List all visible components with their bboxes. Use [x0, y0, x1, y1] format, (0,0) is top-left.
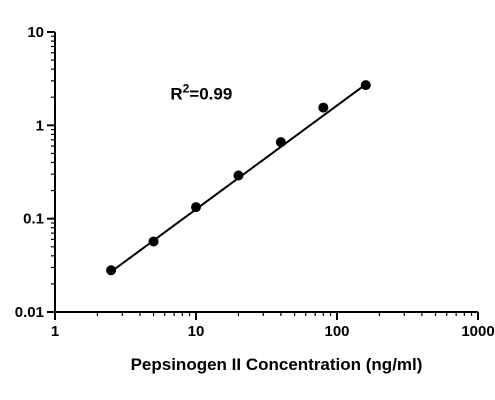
r-squared-annotation: R2=0.99	[170, 81, 232, 103]
x-tick-label: 100	[324, 323, 349, 340]
r-squared-value: =0.99	[189, 84, 232, 103]
x-tick-label: 1000	[461, 323, 494, 340]
r-squared-r: R	[170, 84, 182, 103]
data-point	[233, 170, 244, 181]
data-point	[191, 202, 201, 213]
data-point	[275, 137, 286, 148]
x-tick-label: 1	[51, 323, 59, 340]
data-point	[106, 265, 117, 276]
y-tick-label: 10	[27, 24, 44, 41]
y-tick-label: 1	[36, 117, 44, 134]
y-tick-label: 0.1	[23, 211, 44, 228]
r-squared-superscript: 2	[183, 81, 190, 95]
data-point	[148, 236, 159, 247]
x-axis-title: Pepsinogen II Concentration (ng/ml)	[131, 355, 423, 374]
plot-area: 1 10 100 1000 0.01 0.1 1 10	[15, 24, 495, 340]
y-tick-label: 0.01	[15, 304, 44, 321]
data-point	[318, 102, 329, 113]
data-point	[360, 80, 371, 91]
x-tick-label: 10	[188, 323, 205, 340]
